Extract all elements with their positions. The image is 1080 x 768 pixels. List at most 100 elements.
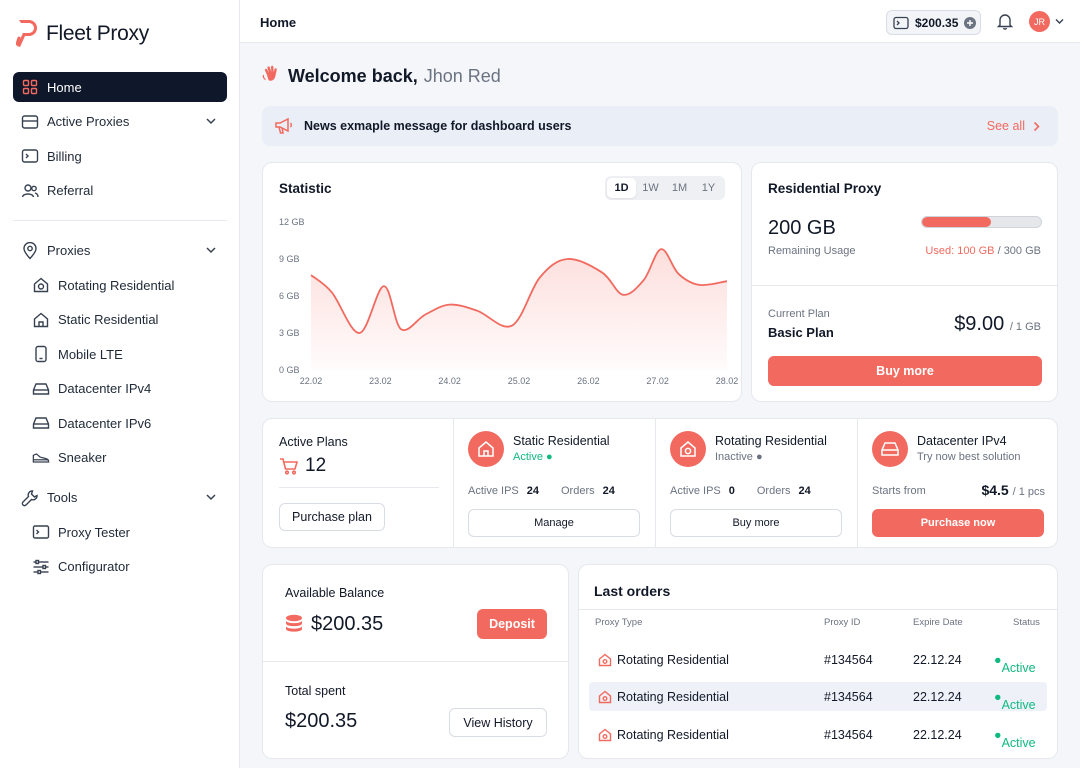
column-header-proxy-id: Proxy ID [824, 617, 861, 628]
buy-more-button[interactable]: Buy more [768, 356, 1042, 386]
view-history-button[interactable]: View History [449, 708, 547, 737]
sidebar-item-configurator[interactable]: Configurator [13, 552, 227, 582]
location-pin-icon [21, 241, 39, 260]
range-option-1d[interactable]: 1D [607, 178, 636, 198]
purchase-plan-button[interactable]: Purchase plan [279, 503, 385, 531]
range-option-1y[interactable]: 1Y [701, 182, 716, 194]
table-row[interactable]: Rotating Residential #134564 22.12.24 ● … [589, 682, 1047, 712]
welcome-heading: Welcome back, Jhon Red [262, 64, 501, 89]
active-ips-value: 24 [526, 485, 539, 497]
x-tick-label: 28.02 [716, 376, 739, 386]
sidebar-item-proxy-tester[interactable]: Proxy Tester [13, 517, 227, 547]
chevron-down-icon[interactable] [205, 115, 217, 127]
divider [279, 487, 439, 488]
hdd-icon [32, 414, 50, 432]
sidebar-item-datacenter-ipv6[interactable]: Datacenter IPv6 [13, 408, 227, 438]
plan-card-status: Inactive ● [715, 451, 763, 463]
sidebar-item-label: Active Proxies [47, 114, 130, 129]
sidebar-item-label: Static Residential [58, 312, 159, 327]
area-fill [311, 249, 727, 370]
active-plans-number: 12 [305, 455, 327, 476]
table-row[interactable]: Rotating Residential #134564 22.12.24 ● … [589, 720, 1047, 750]
status-text: Active [1001, 736, 1036, 750]
usage-text: Used: 100 GB / 300 GB [925, 245, 1041, 257]
sidebar-section-proxies[interactable]: Proxies [13, 236, 227, 266]
x-tick-label: 22.02 [300, 376, 323, 386]
sidebar: Fleet Proxy Home Active Proxies Billing [0, 0, 240, 768]
last-orders-title: Last orders [594, 583, 671, 599]
avatar[interactable]: JR [1029, 11, 1050, 32]
usage-progress-fill [922, 217, 992, 227]
see-all-link[interactable]: See all [987, 119, 1040, 133]
cell-status: ● Active [994, 653, 1036, 675]
sidebar-item-label: Rotating Residential [58, 277, 175, 293]
sidebar-item-rotating-residential[interactable]: Rotating Residential [13, 270, 227, 300]
sidebar-item-mobile-lte[interactable]: Mobile LTE [13, 339, 227, 369]
cell-expire-date: 22.12.24 [913, 728, 962, 742]
available-balance-value: $200.35 [311, 613, 384, 635]
total-spent-label: Total spent [285, 684, 346, 698]
page-title: Home [260, 15, 297, 30]
buy-more-button[interactable]: Buy more [670, 509, 842, 537]
sidebar-item-home[interactable]: Home [13, 72, 227, 102]
statistic-card: Statistic 1D 1W 1M 1Y 12 GB 9 GB 6 GB 3 GB 0… [262, 162, 742, 402]
plan-price-value: $9.00 [954, 313, 1005, 335]
sidebar-item-billing[interactable]: Billing [13, 141, 227, 171]
used-amount: Used: 100 GB [925, 245, 995, 257]
sidebar-item-label: Proxy Tester [58, 524, 131, 540]
manage-button[interactable]: Manage [468, 509, 640, 537]
chevron-down-icon[interactable] [1055, 18, 1064, 25]
divider [453, 419, 454, 547]
active-ips-label: Active IPS [468, 485, 519, 497]
sidebar-item-label: Configurator [58, 559, 130, 574]
plan-card-subtitle: Try now best solution [917, 451, 1021, 463]
divider [655, 419, 656, 547]
sidebar-item-static-residential[interactable]: Static Residential [13, 305, 227, 335]
sidebar-item-datacenter-ipv4[interactable]: Datacenter IPv4 [13, 374, 227, 404]
table-row[interactable]: Rotating Residential #134564 22.12.24 ● … [589, 645, 1047, 675]
y-tick-label: 12 GB [279, 217, 305, 227]
total-spent-value: $200.35 [285, 710, 358, 732]
sidebar-item-label: Referral [47, 183, 94, 198]
sidebar-item-referral[interactable]: Referral [13, 176, 227, 206]
orders-label: Orders [756, 485, 791, 497]
mobile-icon [32, 345, 50, 363]
chevron-down-icon[interactable] [205, 491, 217, 503]
balance-amount: $200.35 [915, 15, 959, 30]
rotating-home-icon [598, 728, 612, 742]
cell-proxy-id: #134564 [824, 690, 873, 704]
sidebar-section-label: Proxies [47, 243, 91, 258]
wallet-icon [21, 147, 39, 165]
sidebar-item-active-proxies[interactable]: Active Proxies [13, 107, 227, 137]
orders-value: 24 [798, 485, 811, 497]
x-tick-label: 24.02 [438, 376, 461, 386]
sidebar-item-label: Home [47, 79, 82, 95]
rotating-home-icon [598, 653, 612, 667]
logo[interactable]: Fleet Proxy [16, 18, 149, 50]
sidebar-section-label: Tools [47, 490, 78, 505]
divider [579, 609, 1057, 610]
cell-proxy-type: Rotating Residential [617, 728, 729, 742]
shoe-icon [32, 449, 50, 467]
top-bar: Home $200.35 JR [240, 0, 1080, 43]
hdd-icon [872, 431, 908, 467]
sidebar-item-label: Billing [47, 148, 82, 164]
plan-price: $9.00 / 1 GB [954, 313, 1041, 336]
plan-card-static-residential: Static Residential Active ● Active IPS 24… [454, 419, 655, 547]
sidebar-nav: Home Active Proxies Billing Referral [13, 72, 227, 586]
range-option-1m[interactable]: 1M [671, 182, 688, 194]
current-plan-name: Basic Plan [768, 325, 834, 340]
bell-icon[interactable] [997, 12, 1013, 30]
x-tick-label: 23.02 [369, 376, 392, 386]
sidebar-section-tools[interactable]: Tools [13, 483, 227, 513]
cell-proxy-id: #134564 [824, 653, 873, 667]
purchase-now-button[interactable]: Purchase now [872, 509, 1044, 537]
cell-expire-date: 22.12.24 [913, 653, 962, 667]
sidebar-item-sneaker[interactable]: Sneaker [13, 443, 227, 473]
chevron-down-icon[interactable] [205, 244, 217, 256]
range-option-1w[interactable]: 1W [642, 182, 659, 194]
add-circle-icon[interactable] [964, 16, 977, 29]
deposit-button[interactable]: Deposit [477, 609, 547, 639]
sidebar-item-label: Sneaker [58, 450, 107, 465]
balance-chip[interactable]: $200.35 [886, 10, 981, 35]
